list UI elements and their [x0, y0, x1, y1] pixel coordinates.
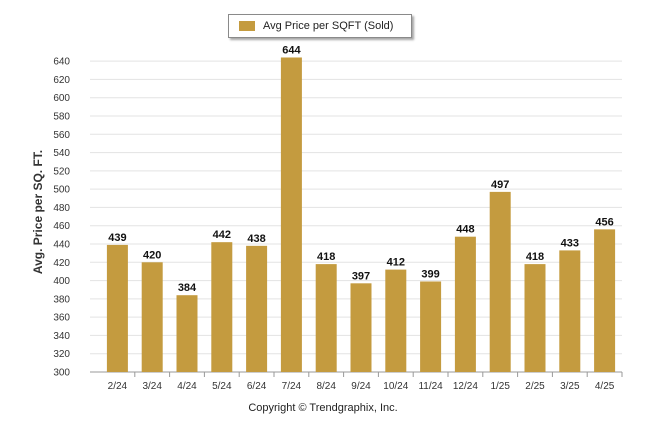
bar-6-24[interactable]: [246, 245, 268, 372]
bar-12-24[interactable]: [454, 236, 476, 372]
bar-8-24[interactable]: [315, 264, 337, 372]
y-tick-label: 580: [53, 112, 70, 123]
y-tick-label: 400: [53, 276, 70, 287]
bar-3-25[interactable]: [559, 250, 581, 372]
bar-2-25[interactable]: [524, 264, 546, 372]
bar-2-24[interactable]: [106, 244, 128, 372]
data-label: 420: [143, 249, 161, 261]
y-tick-label: 480: [53, 203, 70, 214]
y-tick-label: 300: [53, 368, 70, 379]
legend-swatch: [239, 21, 255, 31]
x-tick-label: 9/24: [351, 381, 371, 392]
y-tick-label: 600: [53, 93, 70, 104]
x-tick-label: 5/24: [212, 381, 232, 392]
data-label: 497: [491, 179, 509, 191]
y-tick-label: 440: [53, 240, 70, 251]
x-tick-label: 7/24: [282, 381, 302, 392]
x-tick-label: 6/24: [247, 381, 267, 392]
data-label: 456: [595, 216, 613, 228]
bar-9-24[interactable]: [350, 283, 372, 372]
data-label: 439: [108, 232, 126, 244]
x-tick-label: 2/24: [108, 381, 128, 392]
data-label: 384: [178, 282, 197, 294]
data-label: 644: [282, 44, 301, 56]
x-tick-label: 4/25: [595, 381, 615, 392]
y-tick-label: 540: [53, 148, 70, 159]
bars: [106, 57, 616, 372]
x-tick-label: 12/24: [453, 381, 478, 392]
bar-1-25[interactable]: [489, 191, 511, 372]
y-tick-label: 340: [53, 331, 70, 342]
legend[interactable]: Avg Price per SQFT (Sold): [228, 14, 412, 38]
bar-4-24[interactable]: [176, 295, 198, 372]
data-label: 397: [352, 270, 370, 282]
bar-10-24[interactable]: [385, 269, 407, 372]
bar-3-24[interactable]: [141, 262, 163, 372]
x-tick-label: 1/25: [490, 381, 510, 392]
data-label: 433: [561, 237, 579, 249]
y-tick-label: 320: [53, 349, 70, 360]
y-tick-label: 380: [53, 294, 70, 305]
y-tick-label: 520: [53, 166, 70, 177]
copyright-footer: Copyright © Trendgraphix, Inc.: [248, 402, 398, 414]
data-label: 442: [213, 229, 231, 241]
y-tick-label: 360: [53, 313, 70, 324]
data-labels: 439 420 384 442 438 644 418 397 412 399 448 497 418 4…: [108, 44, 614, 294]
data-label: 418: [526, 251, 544, 263]
data-label: 438: [247, 233, 265, 245]
bar-5-24[interactable]: [211, 242, 233, 372]
data-label: 448: [456, 224, 474, 236]
y-tick-label: 460: [53, 221, 70, 232]
x-tick-label: 4/24: [177, 381, 197, 392]
x-tick-labels: 2/24 3/24 4/24 5/24 6/24 7/24 8/24 9/24 10/24 11/…: [108, 372, 623, 392]
y-tick-label: 620: [53, 75, 70, 86]
x-tick-label: 3/25: [560, 381, 580, 392]
x-tick-label: 8/24: [316, 381, 336, 392]
gridlines: [90, 60, 622, 373]
x-tick-label: 3/24: [142, 381, 162, 392]
y-axis-label: Avg. Price per SQ. FT.: [31, 149, 45, 275]
data-label: 412: [387, 257, 405, 269]
bar-11-24[interactable]: [420, 281, 442, 372]
x-tick-label: 10/24: [383, 381, 408, 392]
y-tick-label: 420: [53, 258, 70, 269]
y-tick-label: 640: [53, 57, 70, 68]
y-tick-label: 500: [53, 185, 70, 196]
bar-7-24[interactable]: [280, 57, 302, 372]
bar-4-25[interactable]: [594, 229, 616, 372]
x-tick-label: 2/25: [525, 381, 545, 392]
y-tick-labels: 300 320 340 360 380 400 420 440 460 480 500 520 540 5…: [53, 57, 70, 379]
legend-label: Avg Price per SQFT (Sold): [263, 20, 394, 32]
data-label: 399: [421, 268, 439, 280]
x-tick-label: 11/24: [418, 381, 443, 392]
y-tick-label: 560: [53, 130, 70, 141]
data-label: 418: [317, 251, 335, 263]
